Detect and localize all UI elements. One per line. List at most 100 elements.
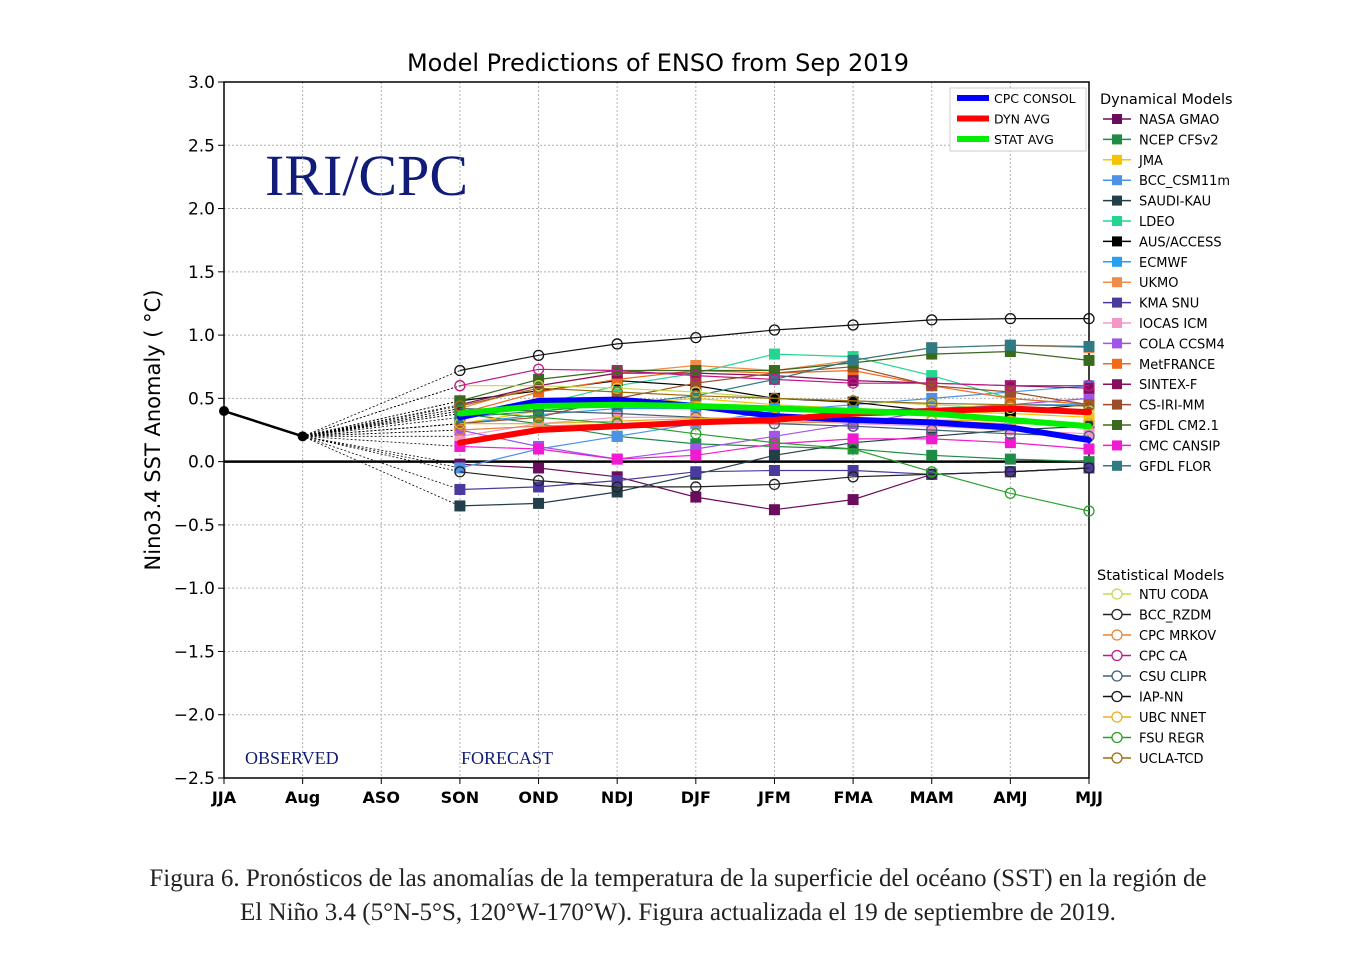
series-fsu-regr bbox=[454, 405, 1095, 517]
legend-item-label: GFDL FLOR bbox=[1139, 460, 1211, 475]
watermark-iri-cpc: IRI/CPC bbox=[265, 143, 468, 208]
y-tick-label: 2.5 bbox=[188, 136, 215, 156]
legend-item-label: SINTEX-F bbox=[1139, 378, 1197, 393]
data-point bbox=[847, 494, 859, 506]
legend-swatch-marker bbox=[1111, 752, 1123, 764]
connector-line bbox=[302, 408, 460, 437]
connector-line bbox=[302, 410, 460, 437]
legend-swatch-marker bbox=[1112, 460, 1122, 471]
series-ucla-tcd bbox=[454, 382, 1095, 412]
series-line bbox=[459, 387, 1090, 407]
data-point bbox=[926, 377, 938, 389]
data-point bbox=[454, 500, 466, 512]
y-tick-label: 3.0 bbox=[188, 73, 215, 93]
data-point bbox=[847, 464, 859, 476]
legend-item-label: GFDL CM2.1 bbox=[1139, 419, 1219, 434]
data-point bbox=[690, 449, 702, 461]
data-point bbox=[847, 471, 859, 483]
x-tick-label: SON bbox=[441, 788, 480, 807]
legend-avg-label: CPC CONSOL bbox=[994, 91, 1076, 106]
observed-point bbox=[297, 431, 308, 442]
data-point bbox=[454, 364, 466, 377]
y-tick-label: 0.0 bbox=[188, 453, 215, 473]
legend-swatch-marker bbox=[1112, 420, 1122, 430]
series-line bbox=[459, 318, 1089, 372]
data-point bbox=[847, 319, 859, 331]
data-point bbox=[690, 377, 702, 389]
data-point bbox=[690, 331, 702, 344]
series-cmc-cansip bbox=[454, 433, 1095, 465]
observed-label: OBSERVED bbox=[245, 748, 339, 768]
data-point bbox=[847, 375, 859, 387]
connector-line bbox=[302, 405, 460, 437]
data-point bbox=[690, 369, 702, 382]
data-point bbox=[532, 363, 545, 375]
data-point bbox=[1083, 380, 1095, 392]
series-bcc-rzdm bbox=[454, 462, 1095, 493]
legend-item-label: AUS/ACCESS bbox=[1139, 235, 1222, 250]
data-point bbox=[690, 390, 702, 402]
legend-item-label: SAUDI-KAU bbox=[1139, 195, 1211, 210]
data-point bbox=[768, 348, 780, 360]
series-cpc-ca bbox=[454, 363, 1095, 392]
connector-line bbox=[302, 385, 461, 437]
legend-item-label: FSU REGR bbox=[1139, 732, 1205, 747]
data-point bbox=[847, 443, 859, 455]
legend-item-label: UKMO bbox=[1139, 276, 1179, 291]
data-point bbox=[768, 392, 781, 405]
legend-item-label: BCC_RZDM bbox=[1139, 609, 1212, 624]
connector-line bbox=[302, 435, 460, 465]
legend-swatch-marker bbox=[1111, 670, 1123, 682]
legend-item-label: LDEO bbox=[1139, 215, 1175, 230]
legend-swatch-marker bbox=[1112, 277, 1122, 288]
legend-swatch-marker bbox=[1111, 731, 1123, 744]
series-line bbox=[459, 407, 1090, 437]
data-point bbox=[1083, 505, 1095, 517]
caption-line-2: El Niño 3.4 (5°N-5°S, 120°W-170°W). Figu… bbox=[240, 899, 1116, 926]
data-point bbox=[532, 474, 545, 487]
data-point bbox=[1004, 437, 1016, 449]
avg-line-cpc-consol bbox=[456, 396, 1092, 444]
legend-swatch-marker bbox=[1112, 440, 1122, 451]
data-point bbox=[454, 483, 466, 495]
legend-swatch-marker bbox=[1112, 256, 1122, 267]
y-tick-label: 0.5 bbox=[188, 389, 215, 409]
legend-swatch-marker bbox=[1111, 649, 1123, 662]
x-tick-label: JJA bbox=[211, 788, 237, 807]
data-point bbox=[926, 380, 938, 392]
data-point bbox=[1004, 466, 1017, 478]
y-axis-label: Nino3.4 SST Anomaly ( °C) bbox=[141, 290, 165, 571]
legend-item-label: CSU CLIPR bbox=[1139, 670, 1207, 685]
legend-item-label: COLA CCSM4 bbox=[1139, 337, 1225, 352]
x-tick-label: MAM bbox=[910, 788, 954, 807]
legend-avg-label: STAT AVG bbox=[994, 132, 1054, 147]
data-point bbox=[926, 466, 938, 478]
series-iap-nn bbox=[454, 312, 1095, 377]
legend-statistical-title: Statistical Models bbox=[1097, 568, 1224, 584]
connector-line bbox=[302, 413, 460, 437]
data-point bbox=[454, 380, 466, 392]
legend-item-label: CS-IRI-MM bbox=[1139, 399, 1205, 414]
data-point bbox=[768, 464, 780, 476]
data-point bbox=[533, 462, 545, 474]
legend-swatch-marker bbox=[1112, 195, 1122, 206]
legend-item-label: IOCAS ICM bbox=[1139, 317, 1208, 332]
legend-swatch-marker bbox=[1112, 134, 1122, 145]
data-point bbox=[1083, 382, 1095, 394]
data-point bbox=[1083, 462, 1095, 474]
x-tick-label: JFM bbox=[757, 788, 791, 807]
data-point bbox=[1083, 340, 1095, 352]
data-point bbox=[690, 481, 702, 493]
legend-item-label: CMC CANSIP bbox=[1139, 439, 1220, 454]
connector-line bbox=[302, 435, 460, 473]
legend-swatch-marker bbox=[1112, 358, 1122, 369]
data-point bbox=[1083, 443, 1095, 455]
data-point bbox=[926, 342, 938, 354]
data-point bbox=[1083, 312, 1095, 325]
y-tick-label: −0.5 bbox=[174, 516, 215, 536]
connector-line bbox=[302, 435, 460, 469]
data-point bbox=[926, 449, 938, 461]
data-point bbox=[690, 428, 702, 440]
series-line bbox=[459, 368, 1089, 387]
data-point bbox=[1004, 386, 1016, 398]
